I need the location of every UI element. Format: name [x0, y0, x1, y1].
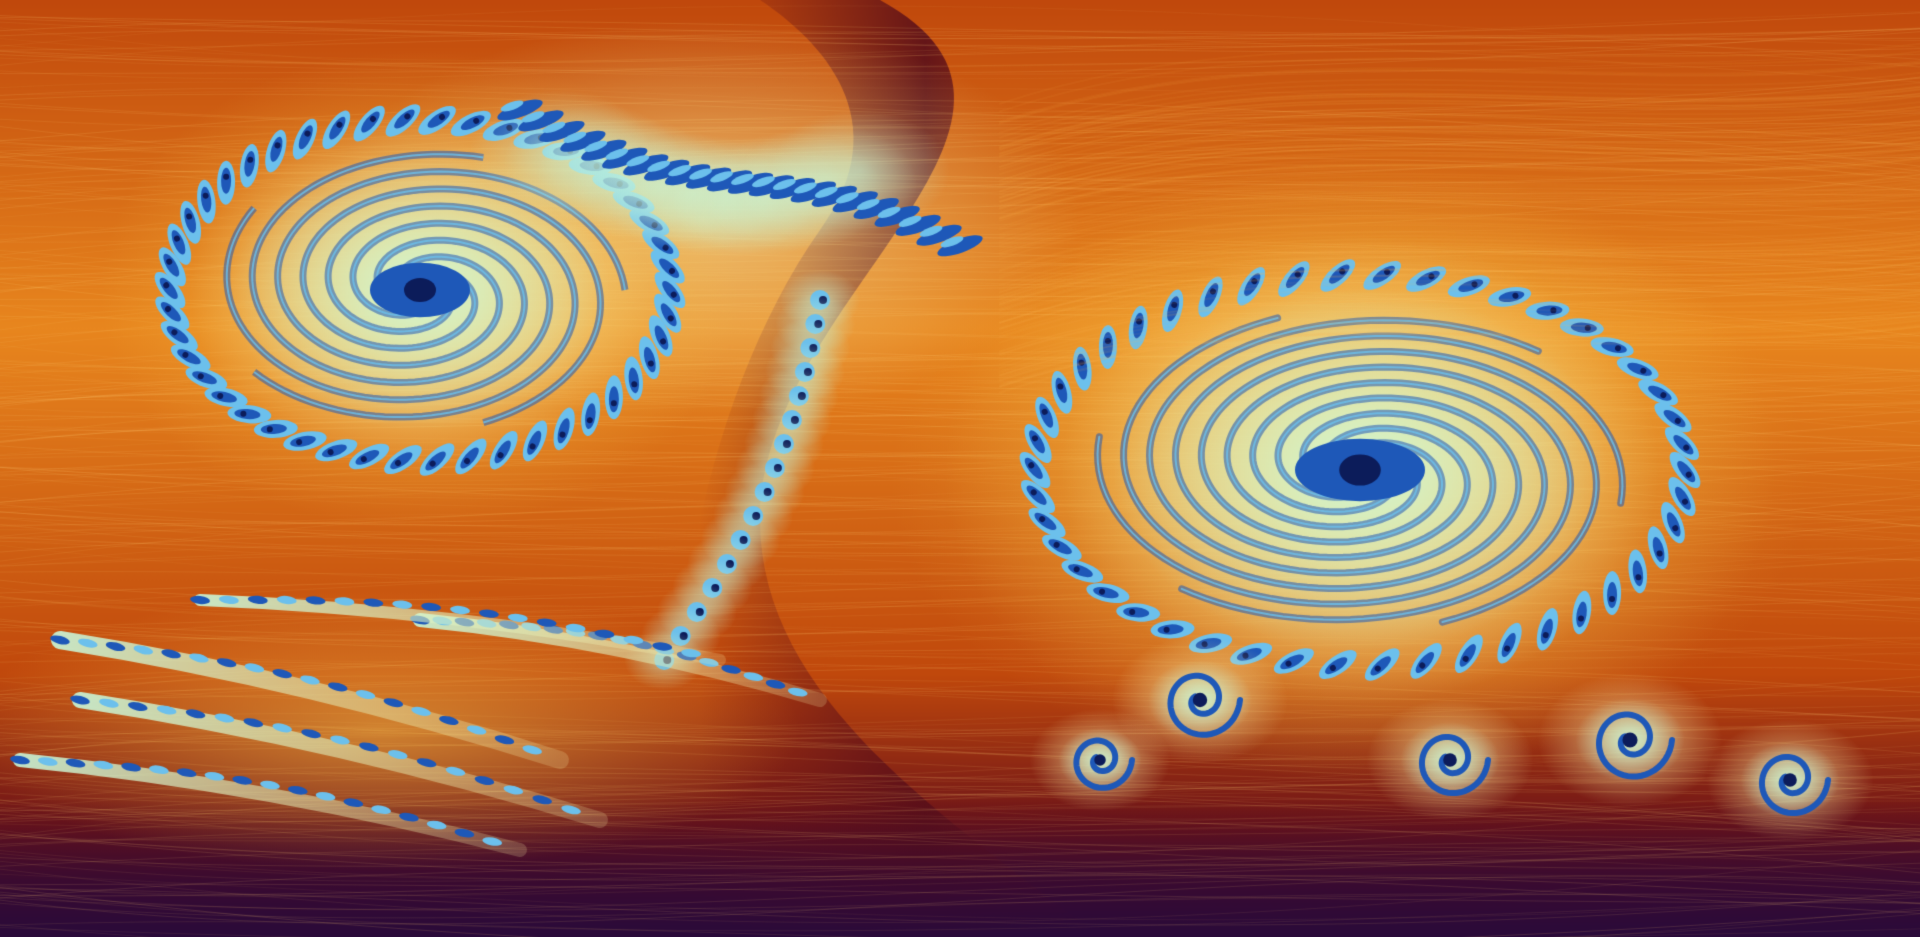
fractal-image: [0, 0, 1920, 937]
fractal-canvas: [0, 0, 1920, 937]
